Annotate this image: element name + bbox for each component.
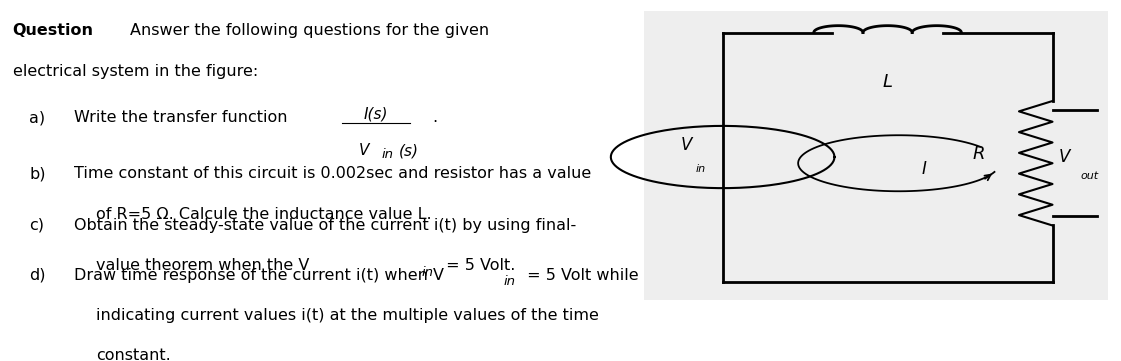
Text: (s): (s): [398, 143, 418, 158]
Text: = 5 Volt.: = 5 Volt.: [441, 258, 516, 273]
Text: in: in: [503, 275, 516, 288]
Text: I: I: [921, 161, 926, 178]
Text: in: in: [421, 266, 434, 279]
Text: indicating current values i(t) at the multiple values of the time: indicating current values i(t) at the mu…: [96, 308, 600, 323]
Text: b): b): [29, 166, 46, 181]
Text: in: in: [381, 148, 393, 161]
Text: out: out: [1081, 171, 1099, 181]
Text: constant.: constant.: [96, 348, 172, 361]
Text: Question: Question: [12, 23, 93, 38]
Text: d): d): [29, 268, 46, 283]
Text: = 5 Volt while: = 5 Volt while: [522, 268, 639, 283]
Text: Obtain the steady-state value of the current i(t) by using final-: Obtain the steady-state value of the cur…: [74, 218, 576, 233]
Text: $V$: $V$: [680, 136, 695, 153]
Text: Answer the following questions for the given: Answer the following questions for the g…: [130, 23, 489, 38]
Text: value theorem when the V: value theorem when the V: [96, 258, 309, 273]
Text: I(s): I(s): [363, 106, 388, 121]
Text: electrical system in the figure:: electrical system in the figure:: [12, 64, 258, 79]
Text: Draw time response of the current i(t) when V: Draw time response of the current i(t) w…: [74, 268, 444, 283]
Text: Time constant of this circuit is 0.002sec and resistor has a value: Time constant of this circuit is 0.002se…: [74, 166, 591, 181]
FancyBboxPatch shape: [645, 11, 1109, 300]
Text: $V$: $V$: [1058, 148, 1073, 166]
Text: .: .: [432, 110, 437, 125]
Text: a): a): [29, 110, 46, 125]
Text: c): c): [29, 218, 45, 233]
Text: of R=5 Ω. Calcule the inductance value L.: of R=5 Ω. Calcule the inductance value L…: [96, 207, 432, 222]
Text: V: V: [359, 143, 370, 158]
Text: L: L: [882, 73, 892, 91]
Text: Write the transfer function: Write the transfer function: [74, 110, 288, 125]
Text: R: R: [973, 145, 985, 163]
Text: in: in: [696, 165, 706, 174]
